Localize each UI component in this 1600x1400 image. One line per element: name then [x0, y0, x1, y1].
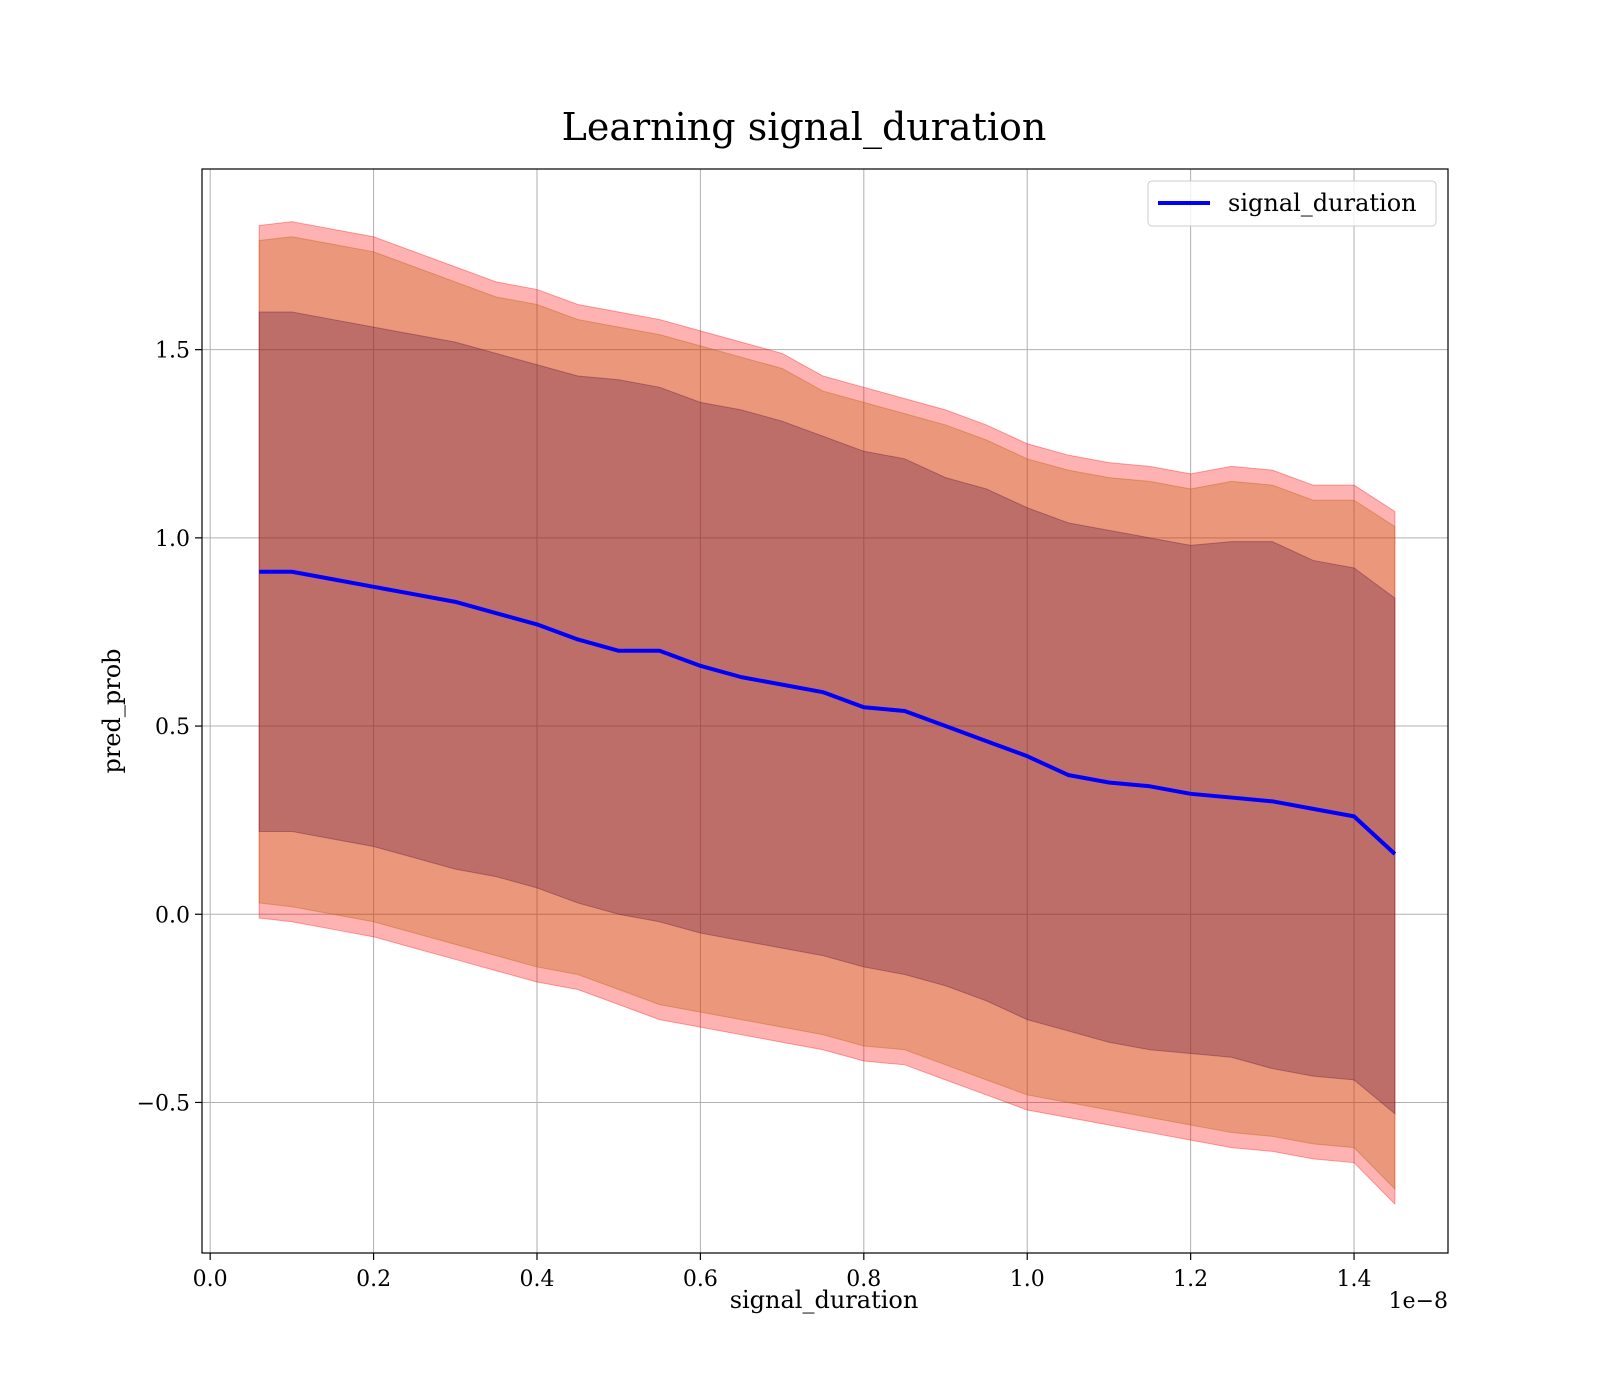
- x-tick-label-7: 1.4: [1337, 1267, 1372, 1292]
- x-tick-label-2: 0.4: [519, 1267, 554, 1292]
- x-tick-label-4: 0.8: [846, 1267, 881, 1292]
- x-tick-label-5: 1.0: [1010, 1267, 1045, 1292]
- x-tick-label-1: 0.2: [356, 1267, 391, 1292]
- x-axis-label: signal_duration: [730, 1286, 919, 1314]
- band-0: [258, 221, 1396, 1206]
- y-tick-label-0: −0.5: [137, 1091, 190, 1116]
- x-tick-label-3: 0.6: [683, 1267, 718, 1292]
- plot-frame: [201, 168, 1449, 1254]
- chart-title: Learning signal_duration: [562, 105, 1047, 150]
- band-1: [258, 236, 1396, 1191]
- x-tick-label-6: 1.2: [1173, 1267, 1208, 1292]
- x-axis-offset-label: 1e−8: [1389, 1289, 1448, 1314]
- legend-label: signal_duration: [1228, 189, 1417, 217]
- uncertainty-bands: [258, 221, 1396, 1206]
- series-line-0: [259, 569, 1397, 856]
- band-2: [258, 311, 1396, 1115]
- grid: [202, 169, 1448, 1253]
- y-tick-label-2: 0.5: [155, 715, 190, 740]
- y-tick-label-4: 1.5: [155, 339, 190, 364]
- series-lines: [259, 569, 1397, 856]
- x-tick-label-0: 0.0: [193, 1267, 228, 1292]
- y-tick-label-1: 0.0: [155, 903, 190, 928]
- y-tick-label-3: 1.0: [155, 527, 190, 552]
- legend-box: [1147, 180, 1437, 227]
- y-axis-ticks: −0.5 0.0 0.5 1.0 1.5: [137, 339, 202, 1116]
- y-axis-label: pred_prob: [98, 648, 126, 773]
- legend: signal_duration: [1147, 180, 1437, 227]
- x-axis-ticks: 0.0 0.2 0.4 0.6 0.8 1.0 1.2 1.4: [193, 1253, 1372, 1292]
